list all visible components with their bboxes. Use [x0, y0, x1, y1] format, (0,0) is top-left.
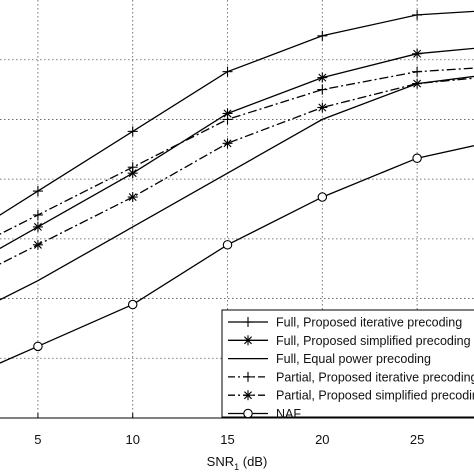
series-1 — [0, 9, 474, 216]
data-point — [127, 162, 138, 173]
x-axis-label-subscript: 1 — [234, 462, 239, 472]
data-point — [317, 102, 328, 113]
data-point — [412, 48, 423, 59]
data-point — [32, 209, 43, 220]
data-point — [222, 138, 233, 149]
data-point — [127, 168, 138, 179]
data-point — [127, 299, 138, 310]
data-point — [412, 78, 423, 89]
x-ticks: 5 10 15 20 25 — [34, 413, 424, 447]
legend-item: NAF — [228, 407, 301, 421]
legend-marker — [243, 390, 253, 401]
legend-item: Partial, Proposed simplified precoding — [228, 389, 474, 403]
data-point — [222, 66, 233, 77]
data-point — [317, 30, 328, 41]
data-point — [317, 84, 328, 95]
legend-box — [221, 309, 474, 418]
x-tick-label: 5 — [34, 432, 41, 447]
legend-item: Full, Proposed iterative precoding — [228, 316, 462, 330]
series-line — [0, 77, 474, 265]
x-tick-label: 10 — [125, 432, 139, 447]
legend-label: NAF — [276, 407, 301, 421]
series-5 — [0, 77, 474, 265]
series-2 — [0, 47, 474, 250]
legend-item: Full, Equal power precoding — [228, 352, 431, 366]
data-point — [412, 9, 423, 20]
legend-label: Full, Proposed iterative precoding — [276, 316, 462, 330]
series-4 — [0, 66, 474, 235]
data-point — [222, 240, 233, 250]
x-axis-label: SNR1 (dB) — [207, 454, 268, 472]
data-point — [317, 72, 328, 83]
legend-label: Partial, Proposed iterative precoding — [276, 370, 474, 384]
x-tick-label: 20 — [315, 432, 329, 447]
legend-marker — [243, 371, 253, 382]
data-point — [33, 341, 43, 352]
data-point — [412, 66, 423, 77]
legend-label: Full, Proposed simplified precoding — [276, 334, 471, 348]
x-axis-label-unit: (dB) — [239, 454, 267, 469]
data-point — [32, 186, 43, 197]
data-point — [127, 192, 138, 203]
data-point — [317, 192, 328, 202]
series-line — [0, 10, 474, 216]
data-point — [32, 221, 43, 232]
legend-item: Full, Proposed simplified precoding — [228, 334, 471, 348]
series-group — [0, 9, 474, 364]
legend-label: Partial, Proposed simplified precoding — [276, 389, 474, 403]
data-point — [32, 239, 43, 250]
legend-marker — [243, 335, 253, 346]
x-tick-label: 15 — [220, 432, 234, 447]
data-point — [412, 153, 422, 163]
x-axis-label-main: SNR — [207, 454, 234, 469]
legend-marker — [243, 317, 253, 327]
legend-marker — [243, 408, 253, 419]
series-6 — [0, 144, 474, 364]
x-tick-label: 25 — [410, 432, 424, 447]
data-point — [127, 126, 138, 137]
legend: Full, Proposed iterative precoding Full, … — [221, 309, 474, 421]
data-point — [222, 114, 233, 125]
series-line — [0, 47, 474, 250]
legend-label: Full, Equal power precoding — [276, 352, 431, 366]
legend-item: Partial, Proposed iterative precoding — [228, 370, 474, 384]
